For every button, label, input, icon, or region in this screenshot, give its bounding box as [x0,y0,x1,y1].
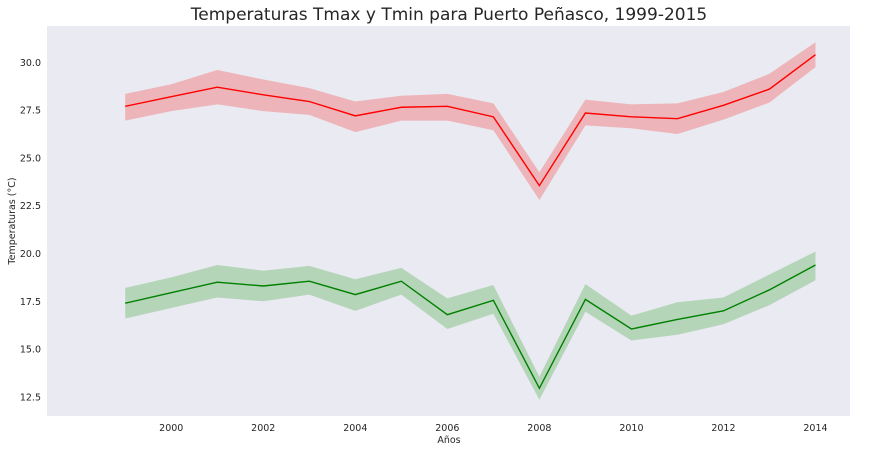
confidence-bands [125,42,816,400]
x-tick-label: 2002 [251,423,275,434]
series-1-line [125,264,816,390]
x-tick-label: 2012 [711,423,735,434]
x-tick-label: 2014 [803,423,827,434]
x-tick-label: 2006 [435,423,459,434]
plot-area [47,26,850,416]
series-0-line [125,54,816,187]
y-tick-label: 17.5 [20,297,41,308]
y-axis-ticks: 12.5 15.0 17.5 20.0 22.5 25.0 27.5 30.0 [20,58,41,404]
y-tick-label: 20.0 [20,249,41,260]
x-tick-label: 2000 [159,423,183,434]
series-lines [125,54,816,390]
y-tick-label: 15.0 [20,345,41,356]
series-1-band [125,251,816,400]
y-tick-label: 27.5 [20,106,41,117]
y-tick-label: 25.0 [20,153,41,164]
series-0-band [125,42,816,200]
x-axis-ticks: 2000 2002 2004 2006 2008 2010 2012 2014 [159,423,827,434]
x-axis-label: Años [437,435,460,446]
x-tick-label: 2010 [619,423,643,434]
y-axis-label: Temperaturas (°C) [7,177,18,265]
y-tick-label: 22.5 [20,201,41,212]
y-tick-label: 30.0 [20,58,41,69]
x-tick-label: 2004 [343,423,367,434]
x-tick-label: 2008 [527,423,551,434]
chart-title: Temperaturas Tmax y Tmin para Puerto Peñ… [190,5,707,25]
y-tick-label: 12.5 [20,392,41,403]
